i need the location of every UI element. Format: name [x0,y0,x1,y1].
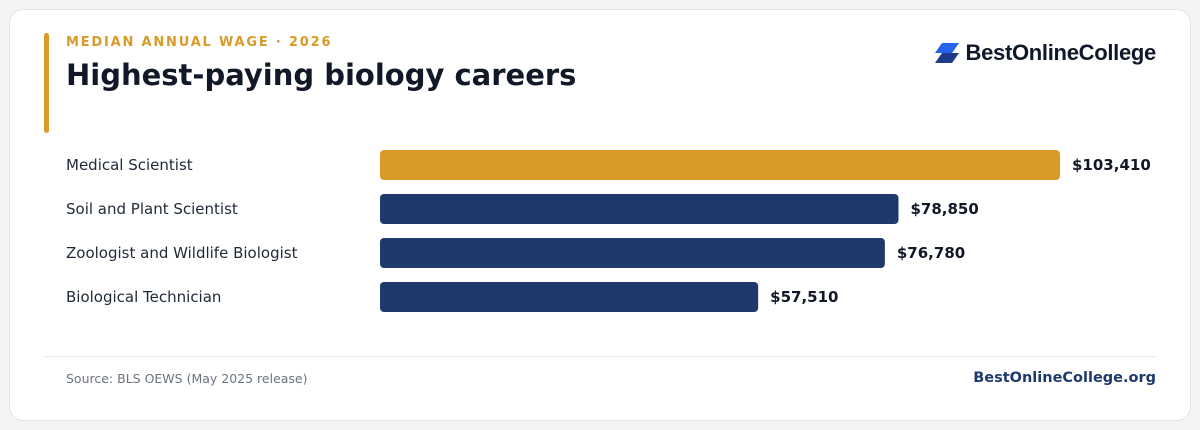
bar [380,238,885,268]
bar [380,194,899,224]
category-label: Zoologist and Wildlife Biologist [66,244,298,262]
site-link[interactable]: BestOnlineCollege.org [973,370,1156,386]
accent-bar [44,33,49,133]
bar [380,150,1060,180]
bar [380,282,759,312]
category-label: Biological Technician [66,288,221,306]
category-label: Soil and Plant Scientist [66,200,238,218]
brand-logo[interactable]: BestOnlineCollege [934,40,1157,66]
chart-title: Highest-paying biology careers [66,58,577,92]
eyebrow-label: MEDIAN ANNUAL WAGE · 2026 [66,35,333,50]
footer-divider [44,356,1156,357]
brand-name: BestOnlineCollege [965,40,1157,65]
brand-logo-icon [934,43,959,63]
value-label: $78,850 [910,200,978,218]
value-label: $57,510 [770,288,838,306]
category-label: Medical Scientist [66,156,193,174]
source-note: Source: BLS OEWS (May 2025 release) [66,371,308,386]
value-label: $103,410 [1072,156,1151,174]
value-label: $76,780 [897,244,965,262]
